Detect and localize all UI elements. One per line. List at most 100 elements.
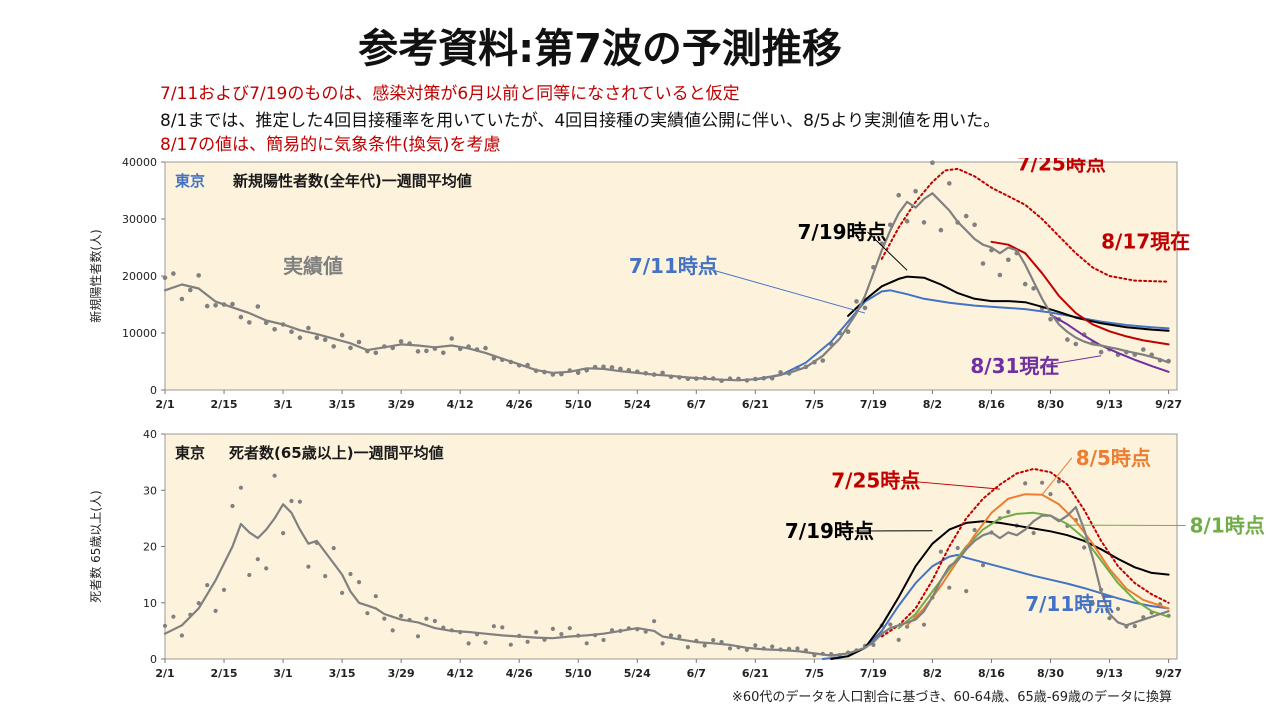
note-assumption: 7/11および7/19のものは、感染対策が6月以前と同等になされていると仮定 bbox=[160, 84, 740, 104]
actual-daily-point bbox=[677, 634, 682, 639]
actual-daily-point bbox=[247, 572, 252, 578]
actual-daily-point bbox=[584, 641, 589, 646]
actual-daily-point bbox=[1031, 286, 1036, 291]
actual-daily-point bbox=[1107, 616, 1112, 621]
actual-daily-point bbox=[238, 314, 244, 320]
actual-daily-point bbox=[753, 643, 758, 648]
actual-daily-point bbox=[449, 336, 455, 341]
actual-daily-point bbox=[921, 622, 927, 627]
actual-daily-point bbox=[323, 574, 328, 579]
x-tick-label: 2/15 bbox=[211, 667, 238, 680]
series-line-actual bbox=[163, 192, 1170, 382]
actual-daily-point bbox=[272, 327, 277, 332]
actual-daily-point bbox=[289, 329, 294, 334]
x-tick-label: 4/12 bbox=[447, 398, 474, 411]
actual-daily-point bbox=[500, 625, 505, 630]
chart-title: 死者数(65歳以上)一週間平均値 bbox=[229, 444, 444, 462]
actual-daily-point bbox=[356, 339, 362, 345]
series-line-f0725 bbox=[880, 467, 1170, 638]
actual-daily-point bbox=[306, 325, 311, 331]
actual-daily-point bbox=[1040, 480, 1045, 485]
annotation-f0711: 7/11時点 bbox=[1025, 592, 1114, 616]
actual-daily-point bbox=[466, 641, 471, 646]
actual-daily-point bbox=[896, 637, 901, 642]
series-line-f0805 bbox=[906, 493, 1170, 627]
actual-daily-point bbox=[1115, 606, 1121, 611]
annotation-leader-f0805 bbox=[1041, 457, 1073, 496]
x-tick-label: 9/13 bbox=[1096, 667, 1123, 680]
y-tick-label: 40000 bbox=[122, 158, 157, 169]
actual-daily-point bbox=[162, 275, 168, 281]
actual-daily-point bbox=[888, 622, 893, 627]
annotation-f0831: 8/31現在 bbox=[970, 354, 1059, 378]
y-tick-label: 10000 bbox=[122, 327, 157, 340]
actual-daily-point bbox=[171, 614, 176, 619]
actual-daily-point bbox=[1048, 317, 1053, 322]
y-tick-label: 40 bbox=[143, 428, 157, 441]
actual-daily-point bbox=[1023, 481, 1028, 486]
actual-daily-point bbox=[483, 345, 488, 351]
annotation-leader-f0719 bbox=[867, 231, 908, 271]
series-line-f0817 bbox=[990, 240, 1170, 346]
y-axis-label: 新規陽性者数(人) bbox=[88, 229, 103, 322]
y-tick-label: 10 bbox=[143, 597, 157, 610]
actual-daily-point bbox=[980, 563, 986, 568]
actual-daily-point bbox=[896, 192, 901, 198]
actual-daily-point bbox=[1073, 341, 1079, 347]
actual-daily-point bbox=[972, 222, 977, 228]
actual-daily-point bbox=[854, 299, 859, 304]
actual-daily-point bbox=[1082, 545, 1087, 550]
actual-daily-point bbox=[972, 527, 977, 533]
x-tick-label: 9/27 bbox=[1155, 398, 1182, 411]
actual-daily-point bbox=[483, 640, 488, 645]
actual-daily-point bbox=[213, 303, 218, 308]
actual-daily-point bbox=[845, 329, 851, 334]
actual-daily-point bbox=[770, 644, 775, 649]
actual-daily-point bbox=[196, 601, 201, 606]
x-tick-label: 6/21 bbox=[742, 667, 769, 680]
actual-daily-point bbox=[660, 641, 665, 646]
actual-daily-point bbox=[997, 272, 1003, 278]
x-tick-label: 8/30 bbox=[1037, 398, 1064, 411]
actual-daily-point bbox=[1056, 479, 1061, 484]
actual-daily-point bbox=[196, 273, 201, 278]
actual-daily-point bbox=[508, 642, 513, 647]
note-vaccination: 8/1までは、推定した4回目接種率を用いていたが、4回目接種の実績値公開に伴い、… bbox=[160, 111, 1001, 131]
y-tick-label: 30000 bbox=[122, 213, 157, 226]
actual-daily-point bbox=[356, 580, 362, 585]
x-tick-label: 7/19 bbox=[860, 398, 887, 411]
actual-daily-point bbox=[820, 358, 826, 363]
actual-daily-point bbox=[1132, 624, 1137, 629]
series-line-f0711 bbox=[821, 553, 1170, 660]
chart-deaths-65plus: 0 10 20 30 40 2/1 2/15 3/1 3/15 3/29 4/12 4/26 5/10 5… bbox=[88, 428, 1265, 680]
x-tick-label: 5/24 bbox=[624, 667, 651, 680]
x-tick-label: 6/7 bbox=[687, 667, 706, 680]
actual-daily-point bbox=[947, 585, 952, 590]
actual-daily-point bbox=[525, 639, 530, 644]
actual-daily-point bbox=[1022, 281, 1028, 287]
x-tick-label: 8/16 bbox=[978, 667, 1005, 680]
actual-daily-point bbox=[921, 220, 927, 225]
actual-daily-point bbox=[913, 188, 918, 194]
actual-daily-point bbox=[575, 370, 581, 375]
annotation-f0801: 8/1時点 bbox=[1190, 513, 1265, 537]
actual-daily-point bbox=[1090, 601, 1095, 606]
actual-daily-point bbox=[373, 350, 379, 356]
actual-daily-point bbox=[221, 587, 227, 592]
actual-daily-point bbox=[331, 344, 337, 349]
chart-region-label: 東京 bbox=[175, 444, 205, 462]
y-tick-label: 20 bbox=[143, 541, 157, 554]
actual-daily-point bbox=[947, 181, 952, 186]
actual-daily-point bbox=[1006, 257, 1011, 263]
actual-daily-point bbox=[255, 304, 261, 309]
actual-daily-point bbox=[1048, 492, 1053, 497]
actual-daily-point bbox=[963, 213, 969, 219]
actual-daily-point bbox=[339, 332, 345, 338]
series-line-f0725 bbox=[880, 167, 1170, 283]
actual-daily-point bbox=[601, 637, 606, 643]
actual-daily-point bbox=[862, 305, 868, 311]
page-title: 参考資料:第7波の予測推移 bbox=[358, 26, 842, 72]
annotation-leader-f0711 bbox=[698, 265, 866, 314]
x-tick-label: 7/5 bbox=[805, 398, 824, 411]
actual-daily-point bbox=[415, 349, 421, 354]
